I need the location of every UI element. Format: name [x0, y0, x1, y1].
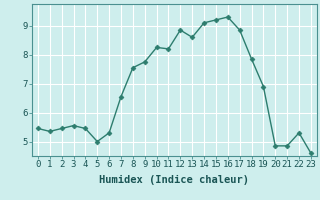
X-axis label: Humidex (Indice chaleur): Humidex (Indice chaleur): [100, 175, 249, 185]
